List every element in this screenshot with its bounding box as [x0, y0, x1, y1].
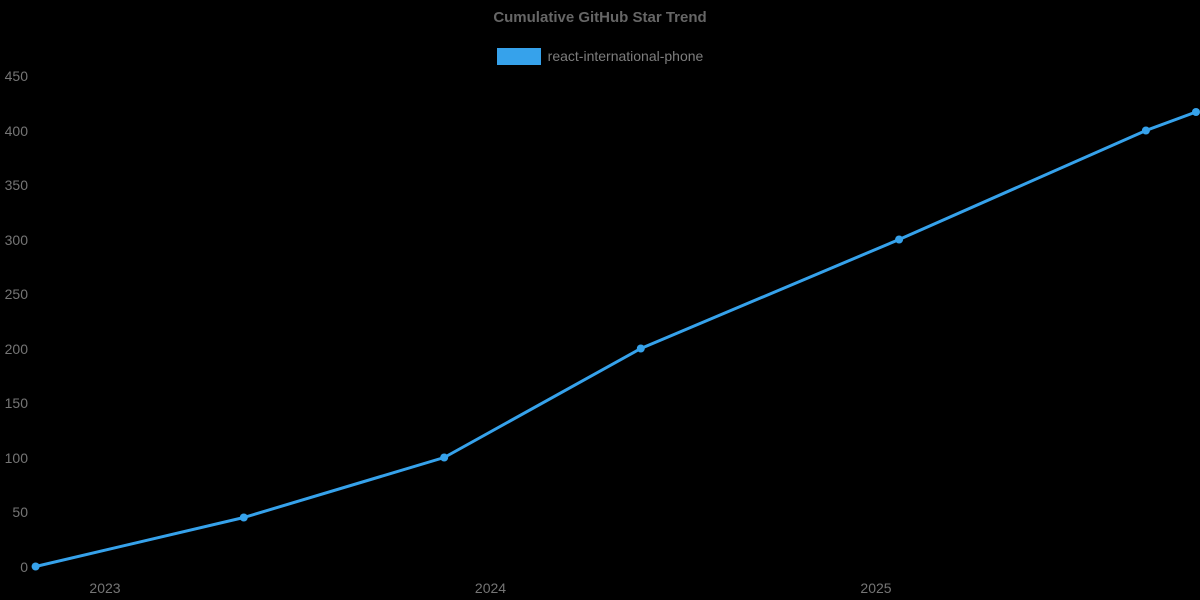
star-trend-line [34, 110, 1198, 568]
x-axis-tick-label: 2023 [89, 580, 121, 596]
data-point-marker[interactable] [895, 235, 904, 244]
data-point-marker[interactable] [1141, 126, 1150, 135]
y-axis-tick-label: 0 [20, 558, 28, 575]
y-axis-tick-label: 50 [12, 504, 28, 520]
y-axis-tick-label: 350 [4, 177, 28, 193]
y-axis-tick-label: 200 [4, 340, 28, 357]
y-axis-tick-label: 100 [4, 449, 28, 466]
data-point-marker[interactable] [636, 344, 645, 353]
legend-color-swatch [496, 47, 541, 65]
y-axis-tick-label: 450 [4, 68, 28, 84]
legend-item[interactable]: react-international-phone [0, 47, 1200, 65]
data-point-marker[interactable] [239, 513, 248, 522]
y-axis-tick-label: 400 [4, 122, 28, 139]
chart-title: Cumulative GitHub Star Trend [493, 9, 707, 26]
y-axis-tick-label: 150 [4, 395, 28, 411]
legend-series-label: react-international-phone [547, 48, 704, 64]
y-axis-tick-label: 250 [4, 286, 28, 302]
data-point-marker[interactable] [440, 453, 449, 462]
y-axis-tick-label: 300 [4, 231, 28, 248]
x-axis-tick-label: 2025 [860, 580, 892, 596]
data-point-marker[interactable] [31, 562, 40, 571]
x-axis-tick-label: 2024 [474, 580, 507, 596]
data-point-marker[interactable] [1192, 108, 1200, 116]
